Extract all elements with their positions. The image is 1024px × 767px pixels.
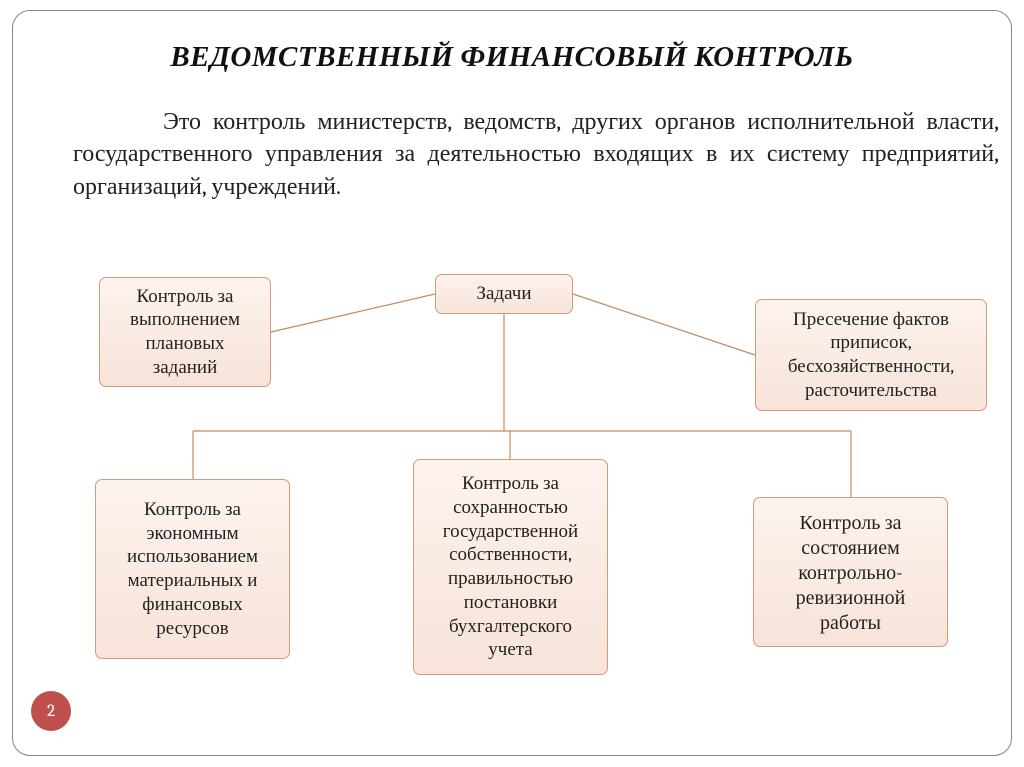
node-bottom-middle-label: Контроль за сохранностью государственной… xyxy=(428,472,593,662)
slide-frame: ВЕДОМСТВЕННЫЙ ФИНАНСОВЫЙ КОНТРОЛЬ Это ко… xyxy=(12,10,1012,756)
node-bottom-right-label: Контроль за состоянием контрольно-ревизи… xyxy=(768,510,933,635)
node-bottom-middle: Контроль за сохранностью государственной… xyxy=(413,459,608,675)
node-root: Задачи xyxy=(435,274,573,314)
node-top-left-label: Контроль за выполнением плановых заданий xyxy=(114,285,256,380)
node-top-left: Контроль за выполнением плановых заданий xyxy=(99,277,271,387)
slide-number-badge: 2 xyxy=(31,691,71,731)
slide-description: Это контроль министерств, ведомств, друг… xyxy=(73,105,999,202)
node-top-right: Пресечение фактов приписок, бесхозяйстве… xyxy=(755,299,987,411)
node-bottom-right: Контроль за состоянием контрольно-ревизи… xyxy=(753,497,948,647)
slide-title: ВЕДОМСТВЕННЫЙ ФИНАНСОВЫЙ КОНТРОЛЬ xyxy=(13,41,1011,74)
node-top-right-label: Пресечение фактов приписок, бесхозяйстве… xyxy=(770,308,972,403)
slide-number: 2 xyxy=(47,702,55,721)
node-root-label: Задачи xyxy=(450,282,558,306)
node-bottom-left: Контроль за экономным использованием мат… xyxy=(95,479,290,659)
node-bottom-left-label: Контроль за экономным использованием мат… xyxy=(110,498,275,641)
description-text: Это контроль министерств, ведомств, друг… xyxy=(73,107,999,200)
title-text: ВЕДОМСТВЕННЫЙ ФИНАНСОВЫЙ КОНТРОЛЬ xyxy=(170,41,853,74)
